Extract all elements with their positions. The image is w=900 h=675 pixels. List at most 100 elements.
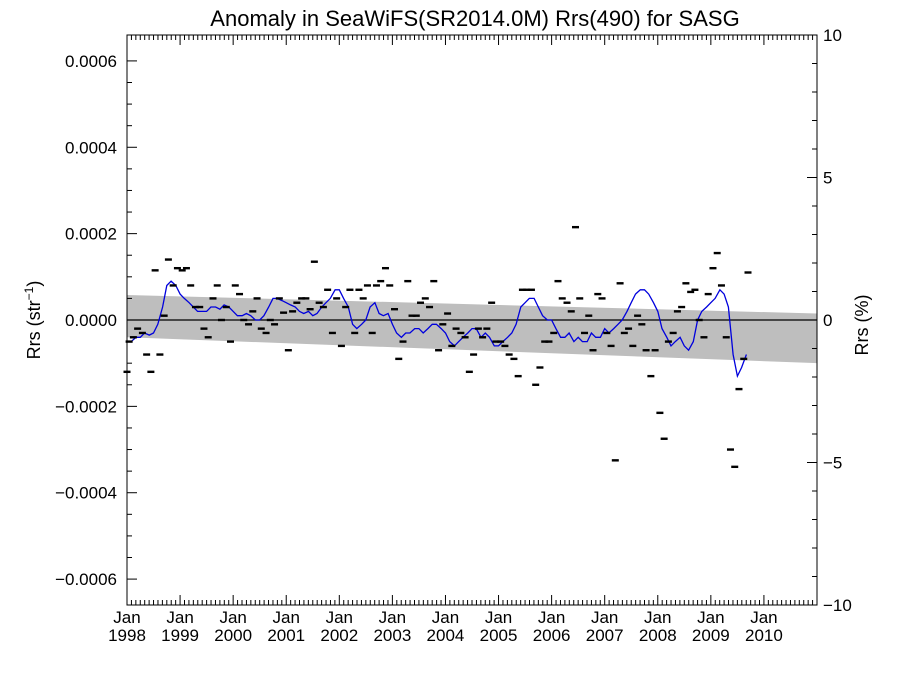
anomaly-point (726, 448, 734, 451)
anomaly-point (253, 297, 261, 300)
anomaly-point (611, 459, 619, 462)
anomaly-point (607, 344, 615, 348)
anomaly-point (598, 297, 606, 300)
anomaly-point (687, 290, 695, 294)
anomaly-point (620, 331, 628, 335)
anomaly-point (280, 311, 288, 314)
anomaly-point (164, 258, 172, 261)
x-tick-month: Jan (219, 608, 246, 627)
left-tick-label: −0.0006 (55, 570, 117, 589)
right-y-axis: 10 5 0 −5 −10 (807, 26, 852, 615)
running-mean-line (127, 280, 748, 379)
anomaly-point (262, 331, 270, 335)
anomaly-point (236, 292, 244, 296)
x-tick-month: Jan (538, 608, 565, 627)
anomaly-point (664, 340, 672, 343)
anomaly-point (545, 340, 553, 343)
anomaly-point (554, 279, 562, 283)
left-axis-title-close: ) (24, 281, 44, 287)
left-axis-title-sup: −1 (22, 286, 36, 300)
anomaly-point (328, 331, 336, 335)
anomaly-point (616, 282, 624, 285)
anomaly-point (488, 301, 496, 304)
anomaly-point (691, 288, 699, 291)
anomaly-point (381, 266, 389, 270)
anomaly-point (245, 323, 253, 326)
anomaly-point (518, 288, 526, 291)
running-mean-path (127, 280, 748, 379)
x-tick-year: 2003 (373, 626, 411, 645)
anomaly-point (709, 266, 717, 270)
x-tick-year: 2002 (320, 626, 358, 645)
anomaly-point (470, 353, 478, 356)
anomaly-point (351, 331, 359, 335)
anomaly-point (222, 305, 230, 309)
anomaly-point (510, 357, 518, 361)
anomaly-point (479, 336, 487, 339)
right-tick-label: −5 (823, 454, 842, 473)
x-tick-year: 1999 (161, 626, 199, 645)
anomaly-point (134, 327, 142, 330)
anomaly-point (368, 331, 376, 335)
anomaly-point (319, 305, 327, 309)
x-tick-month: Jan (644, 608, 671, 627)
anomaly-point (740, 357, 748, 361)
anomaly-point (523, 288, 531, 291)
anomaly-point (417, 301, 425, 304)
anomaly-point (182, 266, 190, 270)
anomaly-point (656, 411, 664, 415)
anomaly-point (581, 331, 589, 335)
anomaly-point (324, 288, 332, 291)
anomaly-point (333, 297, 341, 300)
anomaly-point (363, 284, 371, 287)
anomaly-point (147, 370, 155, 374)
anomaly-point (435, 349, 443, 352)
anomaly-point (271, 323, 279, 326)
anomaly-point (342, 305, 350, 309)
x-tick-year: 2008 (639, 626, 677, 645)
anomaly-point (160, 314, 168, 317)
anomaly-point (421, 297, 429, 300)
anomaly-point (603, 331, 611, 335)
anomaly-point (700, 336, 708, 339)
x-tick-month: Jan (326, 608, 353, 627)
anomaly-point (359, 297, 367, 300)
left-tick-label: −0.0004 (55, 484, 117, 503)
anomaly-point (156, 353, 164, 356)
anomaly-point (642, 349, 650, 352)
anomaly-point (735, 387, 743, 391)
anomaly-point (589, 349, 597, 352)
anomaly-point (492, 340, 500, 343)
anomaly-point (302, 297, 310, 300)
x-tick-year: 2007 (586, 626, 624, 645)
monthly-anomaly-points (123, 225, 752, 469)
anomaly-point (439, 323, 447, 326)
anomaly-point (377, 279, 385, 283)
x-tick-month: Jan (379, 608, 406, 627)
anomaly-point (293, 301, 301, 304)
anomaly-point (448, 344, 456, 348)
chart-title: Anomaly in SeaWiFS(SR2014.0M) Rrs(490) f… (210, 6, 739, 31)
anomaly-point (452, 327, 460, 330)
anomaly-point (541, 340, 549, 343)
anomaly-point (722, 336, 730, 339)
anomaly-point (501, 344, 509, 348)
anomaly-point (585, 314, 593, 317)
anomaly-point (731, 465, 739, 469)
anomaly-point (673, 310, 681, 313)
anomaly-point (651, 349, 659, 352)
anomaly-point (682, 282, 690, 285)
x-tick-year: 2004 (427, 626, 465, 645)
anomaly-point (231, 284, 239, 287)
left-tick-label: −0.0002 (55, 397, 117, 416)
anomaly-point (465, 370, 473, 374)
left-axis-title-main: Rrs (str (24, 300, 44, 359)
anomaly-point (196, 305, 204, 309)
anomaly-point (240, 318, 248, 322)
anomaly-point (669, 331, 677, 335)
anomaly-point (713, 251, 721, 255)
anomaly-point (337, 344, 345, 348)
anomaly-point (426, 305, 434, 309)
anomaly-point (576, 297, 584, 300)
